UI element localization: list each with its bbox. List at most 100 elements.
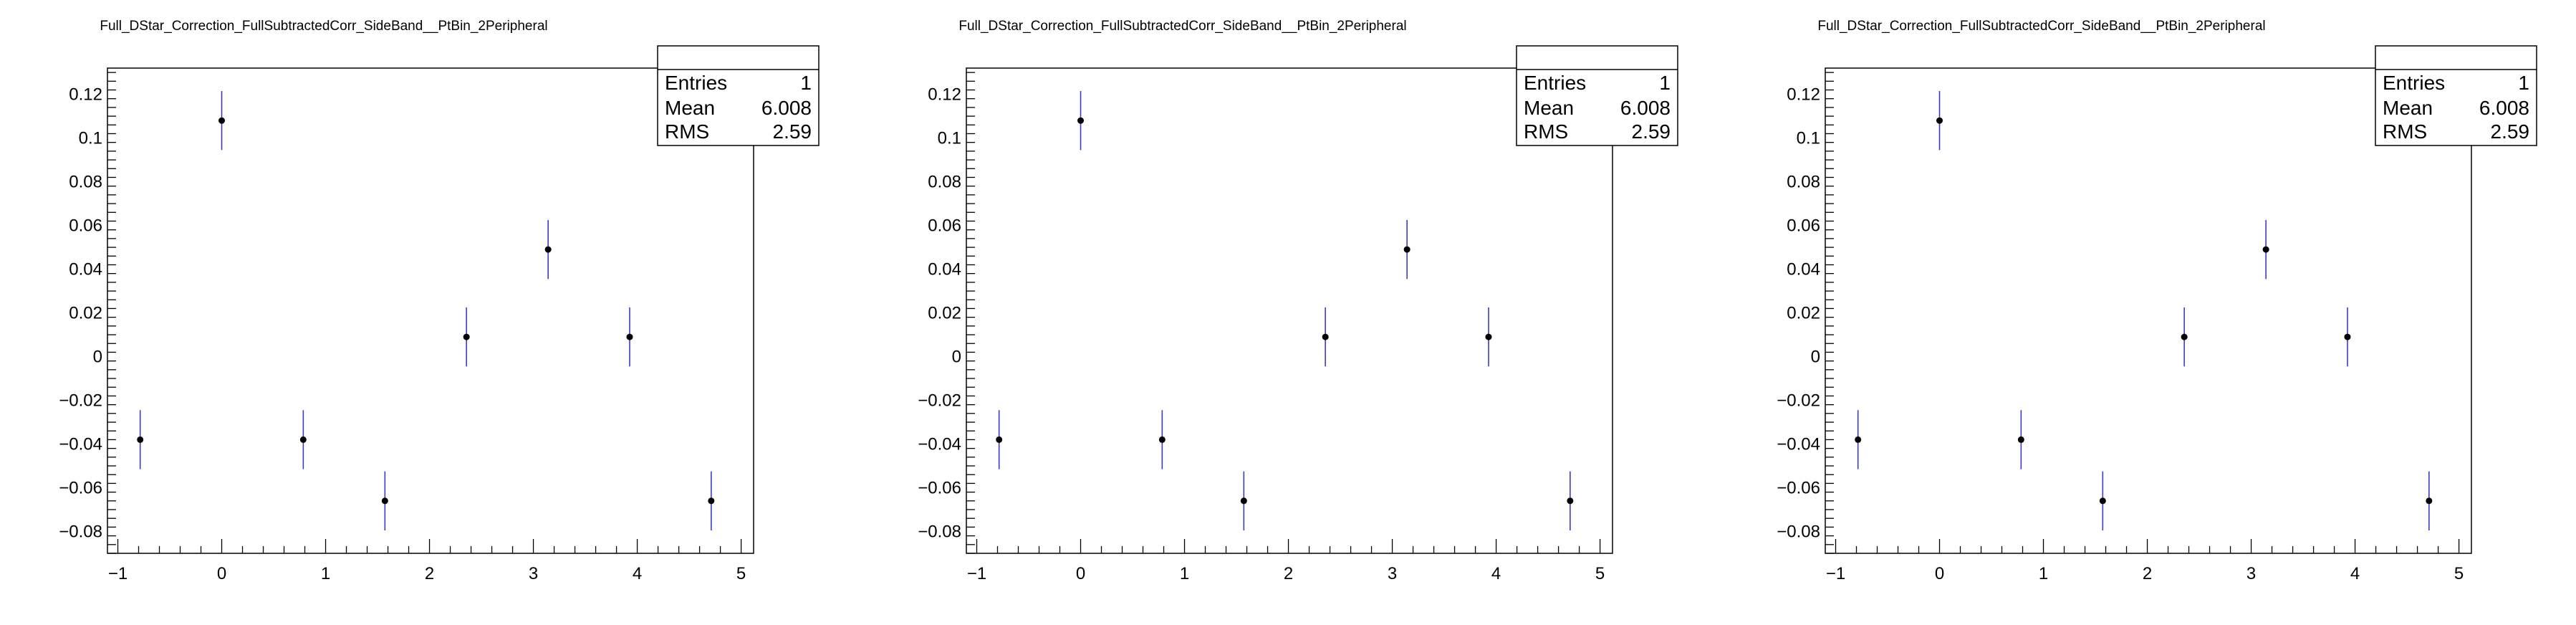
- data-point: [218, 117, 226, 124]
- x-tick-label: 1: [321, 564, 330, 583]
- stats-label: RMS: [2383, 120, 2427, 143]
- y-tick-label: 0.1: [1797, 129, 1820, 148]
- x-tick-label: 1: [1180, 564, 1189, 583]
- chart-panel-3: Full_DStar_Correction_FullSubtractedCorr…: [1718, 0, 2576, 625]
- y-tick-label: −0.08: [59, 523, 102, 542]
- data-point: [2262, 246, 2269, 253]
- stats-label: Mean: [2383, 97, 2433, 119]
- x-tick-label: 0: [217, 564, 226, 583]
- x-tick-label: 5: [736, 564, 746, 583]
- y-tick-label: 0.06: [1787, 216, 1820, 236]
- data-point: [299, 436, 307, 443]
- stats-label: RMS: [665, 120, 709, 143]
- data-point: [1240, 497, 1247, 505]
- y-tick-label: 0.04: [928, 260, 961, 280]
- data-point: [1485, 333, 1492, 340]
- y-tick-label: 0.02: [1787, 304, 1820, 323]
- stats-label: Entries: [665, 72, 727, 94]
- data-point: [1158, 436, 1166, 443]
- x-tick-label: 5: [1595, 564, 1605, 583]
- stats-label: RMS: [1524, 120, 1568, 143]
- stats-value: 2.59: [2491, 120, 2530, 143]
- y-tick-label: 0.12: [69, 85, 102, 105]
- x-tick-label: 0: [1935, 564, 1944, 583]
- y-tick-label: 0.02: [928, 304, 961, 323]
- data-point: [2017, 436, 2024, 443]
- stats-value: 6.008: [761, 97, 812, 119]
- y-tick-label: −0.08: [1777, 523, 1820, 542]
- data-point: [1077, 117, 1085, 124]
- y-tick-label: 0.04: [69, 260, 102, 280]
- y-tick-label: −0.02: [1777, 391, 1820, 411]
- y-tick-label: 0.06: [928, 216, 961, 236]
- data-point: [1855, 436, 1862, 443]
- chart-title: Full_DStar_Correction_FullSubtractedCorr…: [100, 19, 547, 34]
- data-point: [1936, 117, 1943, 124]
- stats-value: 1: [1659, 72, 1671, 94]
- data-point: [1322, 333, 1329, 340]
- data-point: [2181, 333, 2188, 340]
- y-tick-label: 0.1: [79, 129, 102, 148]
- y-tick-label: 0.02: [69, 304, 102, 323]
- y-tick-label: 0.06: [69, 216, 102, 236]
- y-tick-label: −0.02: [59, 391, 102, 411]
- stats-value: 1: [2518, 72, 2529, 94]
- x-tick-label: 3: [529, 564, 538, 583]
- y-tick-label: 0.1: [938, 129, 961, 148]
- data-point: [1567, 497, 1574, 505]
- chart-svg: Full_DStar_Correction_FullSubtractedCorr…: [59, 19, 820, 583]
- stats-label: Mean: [1524, 97, 1574, 119]
- x-tick-label: −1: [108, 564, 128, 583]
- plot-frame: [1825, 67, 2472, 554]
- y-tick-label: 0.08: [69, 173, 102, 192]
- stats-box: [657, 45, 820, 146]
- stats-value: 1: [800, 72, 812, 94]
- stats-box: [2375, 45, 2537, 146]
- x-tick-label: 4: [633, 564, 642, 583]
- chart-title: Full_DStar_Correction_FullSubtractedCorr…: [958, 19, 1406, 34]
- data-point: [381, 497, 388, 505]
- x-tick-label: −1: [967, 564, 986, 583]
- y-tick-label: 0: [93, 348, 102, 367]
- x-tick-label: 4: [1491, 564, 1501, 583]
- y-tick-label: −0.06: [918, 479, 961, 498]
- data-point: [137, 436, 144, 443]
- y-tick-label: 0.08: [928, 173, 961, 192]
- stats-label: Entries: [2383, 72, 2445, 94]
- y-tick-label: −0.04: [918, 435, 961, 454]
- stats-value: 6.008: [1620, 97, 1671, 119]
- chart-panel-2: Full_DStar_Correction_FullSubtractedCorr…: [859, 0, 1717, 625]
- chart-svg: Full_DStar_Correction_FullSubtractedCorr…: [1777, 19, 2537, 583]
- data-point: [463, 333, 470, 340]
- x-tick-label: −1: [1826, 564, 1845, 583]
- y-tick-label: 0.04: [1787, 260, 1820, 280]
- x-tick-label: 2: [425, 564, 434, 583]
- stats-label: Mean: [665, 97, 715, 119]
- y-tick-label: −0.04: [59, 435, 102, 454]
- stats-value: 2.59: [773, 120, 812, 143]
- y-tick-label: 0.12: [1787, 85, 1820, 105]
- stats-value: 2.59: [1632, 120, 1671, 143]
- data-point: [708, 497, 715, 505]
- y-tick-label: 0: [1811, 348, 1820, 367]
- plot-frame: [107, 67, 754, 554]
- x-tick-label: 2: [1284, 564, 1293, 583]
- x-tick-label: 5: [2454, 564, 2464, 583]
- data-point: [626, 333, 633, 340]
- plot-frame: [966, 67, 1613, 554]
- chart-svg: Full_DStar_Correction_FullSubtractedCorr…: [918, 19, 1678, 583]
- data-point: [2426, 497, 2433, 505]
- y-tick-label: −0.04: [1777, 435, 1820, 454]
- y-tick-label: −0.08: [918, 523, 961, 542]
- stats-box: [1516, 45, 1678, 146]
- x-tick-label: 3: [2246, 564, 2256, 583]
- x-tick-label: 0: [1076, 564, 1085, 583]
- data-point: [2344, 333, 2351, 340]
- x-tick-label: 1: [2039, 564, 2048, 583]
- data-point: [544, 246, 552, 253]
- y-tick-label: 0.12: [928, 85, 961, 105]
- x-tick-label: 2: [2143, 564, 2152, 583]
- y-tick-label: −0.06: [59, 479, 102, 498]
- data-point: [996, 436, 1003, 443]
- stats-label: Entries: [1524, 72, 1586, 94]
